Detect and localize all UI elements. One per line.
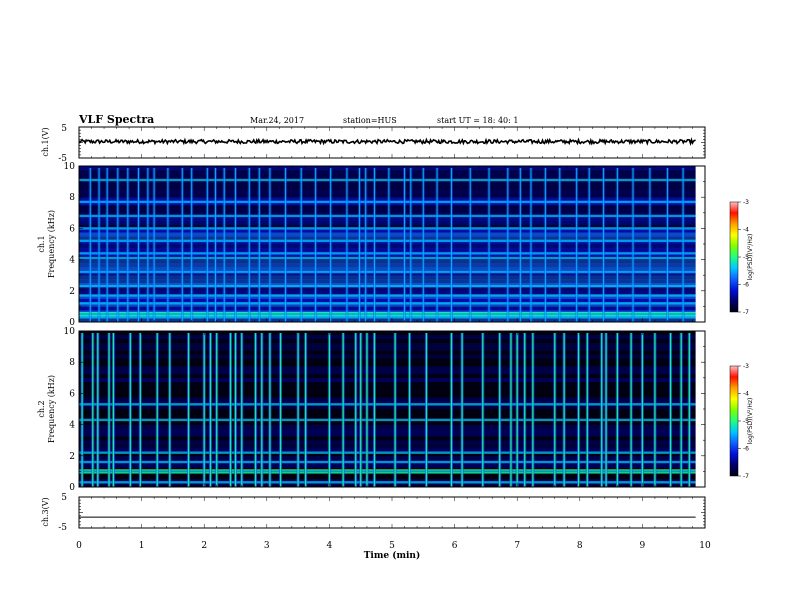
colorbar (730, 202, 738, 312)
x-axis-label: Time (min) (364, 550, 421, 561)
xtick-label: 10 (699, 541, 711, 551)
ytick-label: 10 (64, 327, 76, 337)
ytick-label: 10 (64, 162, 76, 172)
colorbar-tick-label: -4 (743, 227, 749, 234)
figure-start-time: start UT = 18: 40: 1 (437, 116, 518, 125)
panel-ch3-waveform: 5 -5 ch.3(V) (41, 493, 705, 533)
panel-ch1-spectrogram: 0246810 ch.1 Frequency (kHz) -3-4-5-6-7 … (37, 162, 754, 328)
y-axis-label-frequency: Frequency (kHz) (47, 375, 56, 443)
panel-ch1-waveform: 5 -5 ch.1(V) (41, 124, 705, 164)
panel-frame (79, 497, 705, 528)
ytick-label: 6 (69, 224, 75, 234)
xtick-label: 6 (452, 541, 458, 551)
colorbar-tick-label: -6 (743, 446, 749, 453)
xtick-label: 0 (76, 541, 82, 551)
xtick-label: 8 (577, 541, 583, 551)
ytick-label: 5 (61, 493, 67, 503)
colorbar-tick-label: -3 (743, 199, 749, 206)
y-axis-label-frequency: Frequency (kHz) (47, 210, 56, 278)
ytick-label: 4 (69, 421, 75, 431)
figure-station: station=HUS (343, 116, 397, 125)
xtick-label: 2 (201, 541, 207, 551)
ytick-label: 5 (61, 124, 67, 134)
xtick-label: 7 (514, 541, 520, 551)
figure-date: Mar.24, 2017 (250, 116, 304, 125)
colorbar-tick-label: -3 (743, 363, 749, 370)
ytick-label: 2 (69, 452, 75, 462)
y-axis-label: ch.2 (37, 400, 46, 417)
colorbar-tick-label: -7 (743, 309, 749, 316)
colorbar-tick-label: -7 (743, 473, 749, 480)
xtick-label: 1 (139, 541, 145, 551)
y-axis-label: ch.3(V) (41, 497, 50, 526)
xtick-label: 3 (264, 541, 270, 551)
figure-title: VLF Spectra (78, 113, 154, 126)
ytick-label: 2 (69, 287, 75, 297)
colorbar-label: log(PSD)(V²/Hz) (747, 234, 754, 281)
xtick-label: 4 (327, 541, 333, 551)
colorbar-tick-label: -4 (743, 391, 749, 398)
y-axis-label: ch.1(V) (41, 127, 50, 156)
y-axis-label: ch.1 (37, 235, 46, 252)
xtick-label: 9 (640, 541, 646, 551)
ytick-label: 0 (69, 483, 75, 493)
colorbar-tick-label: -6 (743, 282, 749, 289)
colorbar (730, 366, 738, 476)
ytick-label: -5 (58, 523, 67, 533)
ytick-label: 4 (69, 256, 75, 266)
ytick-label: 8 (69, 193, 75, 203)
ytick-label: 6 (69, 389, 75, 399)
colorbar-label: log(PSD)(V²/Hz) (747, 398, 754, 445)
ytick-label: 8 (69, 358, 75, 368)
xtick-label: 5 (389, 541, 395, 551)
